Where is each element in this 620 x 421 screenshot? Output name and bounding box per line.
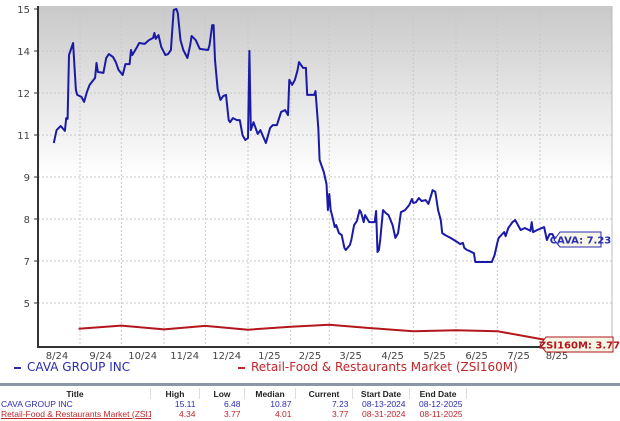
summary-table: Title High Low Median Current Start Date… (0, 388, 467, 419)
y-tick-label: 11 (17, 131, 30, 142)
table-header: Title High Low Median Current Start Date… (0, 388, 467, 399)
x-tick-label: 4/25 (381, 351, 403, 360)
x-tick-label: 3/25 (339, 351, 361, 360)
header-start-date: Start Date (352, 388, 410, 399)
divider (0, 383, 620, 386)
legend-item-zsi[interactable]: Retail-Food & Restaurants Market (ZSI160… (238, 360, 518, 374)
cell-high: 4.34 (178, 409, 196, 419)
y-tick-label: 14 (17, 47, 30, 58)
row-title-link[interactable]: CAVA GROUP INC (1, 399, 73, 409)
legend-label-zsi: Retail-Food & Restaurants Market (ZSI160… (251, 360, 518, 374)
x-tick-label: 10/24 (128, 351, 157, 360)
header-low: Low (199, 388, 245, 399)
cell-median: 10.87 (270, 399, 292, 409)
cell-start-date: 08-13-2024 (362, 399, 406, 409)
x-tick-label: 5/25 (423, 351, 445, 360)
header-title: Title (0, 388, 151, 399)
end-label-cava-text: CAVA: 7.23 (550, 236, 612, 247)
x-tick-label: 2/25 (299, 351, 321, 360)
header-end-date: End Date (409, 388, 467, 399)
cell-current: 7.23 (331, 399, 349, 409)
price-chart: 15 14 12 11 9 8 7 5 8/24 9/24 10/24 11/24 12/24 1/25… (17, 5, 620, 360)
cell-high: 15.11 (174, 399, 196, 409)
y-tick-label: 9 (24, 173, 30, 184)
legend-swatch-cava (14, 366, 21, 369)
y-tick-label: 5 (24, 299, 30, 310)
cell-start-date: 08-31-2024 (362, 409, 406, 419)
end-label-cava: CAVA: 7.23 (550, 231, 612, 248)
cell-end-date: 08-12-2025 (419, 399, 463, 409)
header-current: Current (295, 388, 353, 399)
x-tick-label: 12/24 (212, 351, 241, 360)
x-tick-label: 7/25 (507, 351, 529, 360)
series-line-zsi (78, 323, 554, 343)
cell-low: 3.77 (223, 409, 241, 419)
header-median: Median (244, 388, 296, 399)
end-label-zsi-box (539, 336, 614, 353)
end-label-zsi-text: ZSI160M: 3.77 (539, 341, 620, 352)
x-tick-label: 8/25 (546, 351, 568, 360)
x-tick-label: 11/24 (170, 351, 199, 360)
x-tick-label: 8/24 (46, 351, 68, 360)
y-tick-label: 8 (24, 215, 30, 226)
row-title-link[interactable]: Retail-Food & Restaurants Market (ZSI160… (1, 409, 151, 419)
x-tick-label: 9/24 (89, 351, 111, 360)
y-tick-label: 7 (24, 257, 30, 268)
legend-swatch-zsi (238, 366, 245, 369)
x-tick-label: 1/25 (258, 351, 280, 360)
header-high: High (150, 388, 200, 399)
cell-median: 4.01 (274, 409, 292, 419)
end-label-cava-box (553, 231, 602, 248)
legend-label-cava: CAVA GROUP INC (27, 360, 131, 374)
y-tick-label: 12 (17, 89, 30, 100)
cell-low: 6.48 (223, 399, 241, 409)
end-label-zsi: ZSI160M: 3.77 (539, 336, 620, 353)
series-line-cava (52, 8, 557, 263)
y-tick-label: 15 (17, 5, 30, 16)
legend-item-cava[interactable]: CAVA GROUP INC (14, 360, 130, 374)
x-tick-label: 6/25 (465, 351, 487, 360)
table-row: Retail-Food & Restaurants Market (ZSI160… (0, 409, 467, 419)
cell-end-date: 08-11-2025 (419, 409, 463, 419)
table-row: CAVA GROUP INC 15.11 6.48 10.87 7.23 08-… (0, 399, 467, 409)
cell-current: 3.77 (331, 409, 349, 419)
